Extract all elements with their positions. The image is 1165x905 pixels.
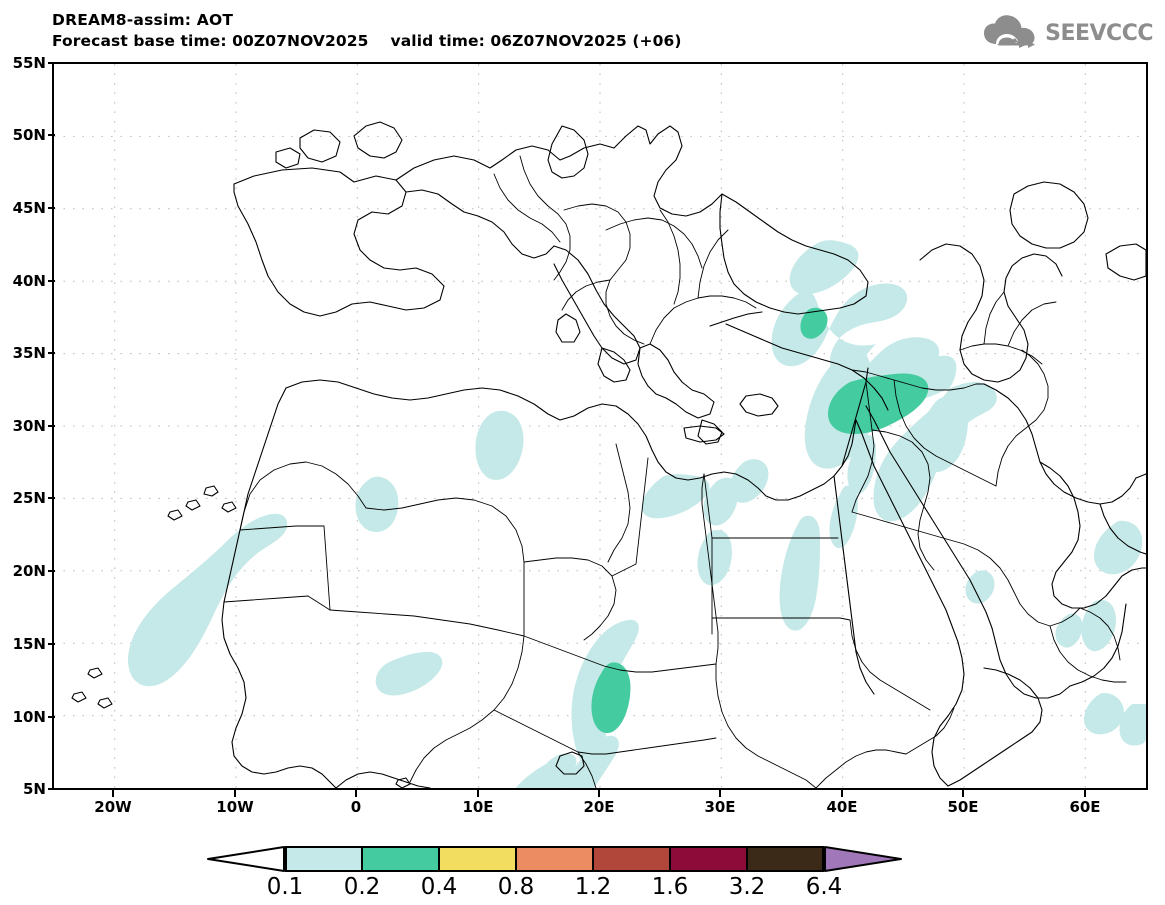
x-tick-label-20W: 20W: [94, 798, 132, 816]
colorbar-tick-1: 0.2: [343, 874, 381, 900]
y-tick-label-45N: 45N: [12, 199, 46, 217]
colorbar-legend: 0.1 0.2 0.4 0.8 1.2 1.6 3.2 6.4: [0, 840, 1165, 905]
colorbar-swatch-4: [593, 846, 670, 872]
x-tick-label-30E: 30E: [704, 798, 736, 816]
y-tick-label-55N: 55N: [12, 54, 46, 72]
x-tick-mark: [598, 790, 600, 797]
map-svg: [54, 64, 1146, 788]
x-tick-mark: [234, 790, 236, 797]
y-tick-mark: [48, 425, 55, 427]
colorbar-swatch-2: [439, 846, 516, 872]
forecast-time-line: Forecast base time: 00Z07NOV2025 valid t…: [52, 32, 682, 50]
x-tick-label-40E: 40E: [826, 798, 858, 816]
colorbar-swatches: [207, 846, 902, 872]
x-tick-mark: [112, 790, 114, 797]
y-tick-label-25N: 25N: [12, 489, 46, 507]
aot-contour-band-0.2: [591, 307, 929, 734]
colorbar-tick-0: 0.1: [266, 874, 304, 900]
y-tick-mark: [48, 716, 55, 718]
x-tick-mark: [1084, 790, 1086, 797]
y-tick-mark: [48, 788, 55, 790]
x-tick-label-50E: 50E: [947, 798, 979, 816]
colorbar-under-cap: [207, 846, 285, 872]
colorbar-swatch-6: [747, 846, 824, 872]
x-tick-mark: [841, 790, 843, 797]
x-tick-mark: [962, 790, 964, 797]
colorbar-tick-4: 1.2: [574, 874, 612, 900]
seevccc-logo: SEEVCCC: [983, 14, 1153, 53]
y-tick-label-5N: 5N: [23, 780, 46, 798]
x-tick-mark: [477, 790, 479, 797]
y-tick-mark: [48, 497, 55, 499]
x-tick-label-0: 0: [350, 798, 362, 816]
colorbar-tick-6: 3.2: [728, 874, 766, 900]
y-tick-mark: [48, 280, 55, 282]
map-coastlines: [71, 121, 1146, 788]
map-country-borders: [223, 155, 1127, 788]
x-tick-label-10W: 10W: [216, 798, 254, 816]
cloud-icon: [983, 14, 1039, 53]
y-tick-mark: [48, 643, 55, 645]
x-tick-mark: [719, 790, 721, 797]
y-tick-label-50N: 50N: [12, 126, 46, 144]
y-tick-mark: [48, 62, 55, 64]
aot-contour-band-0.1: [127, 240, 1146, 788]
x-tick-label-60E: 60E: [1069, 798, 1101, 816]
x-tick-label-20E: 20E: [583, 798, 615, 816]
y-tick-label-15N: 15N: [12, 635, 46, 653]
map-plot-area: [52, 62, 1148, 790]
colorbar-tick-5: 1.6: [651, 874, 689, 900]
y-tick-label-40N: 40N: [12, 272, 46, 290]
colorbar-swatch-1: [362, 846, 439, 872]
page-title: DREAM8-assim: AOT: [52, 11, 234, 29]
y-tick-label-20N: 20N: [12, 562, 46, 580]
chart-header: DREAM8-assim: AOT Forecast base time: 00…: [52, 10, 952, 52]
colorbar-swatch-3: [516, 846, 593, 872]
colorbar-tick-7: 6.4: [805, 874, 843, 900]
map-canvas: [54, 64, 1146, 788]
colorbar-tick-3: 0.8: [497, 874, 535, 900]
y-tick-label-30N: 30N: [12, 417, 46, 435]
colorbar-swatch-0: [285, 846, 362, 872]
y-tick-mark: [48, 570, 55, 572]
colorbar-swatch-5: [670, 846, 747, 872]
y-tick-label-35N: 35N: [12, 344, 46, 362]
x-tick-label-10E: 10E: [462, 798, 494, 816]
y-tick-mark: [48, 207, 55, 209]
y-tick-mark: [48, 352, 55, 354]
colorbar-tick-2: 0.4: [420, 874, 458, 900]
logo-text: SEEVCCC: [1045, 20, 1153, 46]
colorbar-over-cap: [824, 846, 902, 872]
y-tick-mark: [48, 134, 55, 136]
y-tick-label-10N: 10N: [12, 708, 46, 726]
x-tick-mark: [355, 790, 357, 797]
